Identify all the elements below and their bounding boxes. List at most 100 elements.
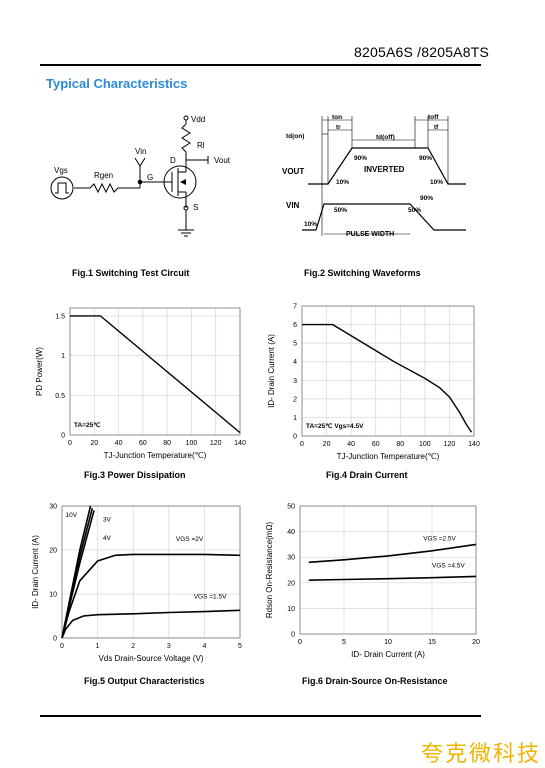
series-label: VGS =2.5V [423, 536, 456, 543]
y-tick-label: 20 [49, 548, 57, 555]
fig2-label-10a: 10% [336, 179, 349, 186]
x-tick-label: 60 [139, 440, 147, 447]
series-line-0 [70, 315, 241, 434]
series-label: 4V [103, 535, 112, 542]
fig2-label-tdoff: td(off) [376, 134, 395, 141]
chart-annotation: TA=25℃ Vgs=4.5V [306, 422, 364, 430]
part-number-header: 8205A6S /8205A8TS [354, 44, 489, 60]
y-axis-label: ID- Drain Current (A) [267, 334, 276, 408]
fig2-label-50b: 50% [408, 207, 421, 214]
y-axis-label: ID- Drain Current (A) [31, 535, 40, 609]
y-tick-label: 20 [287, 580, 295, 587]
x-tick-label: 140 [234, 440, 246, 447]
fig3-caption: Fig.3 Power Dissipation [84, 470, 186, 480]
series-line-2 [61, 507, 94, 639]
x-tick-label: 1 [96, 643, 100, 650]
drain-current-chart: 0 20 40 60 80 100 120 140 0 1 2 3 4 5 6 7 TJ-Junction Te… [267, 304, 480, 462]
fig2-label-ton: ton [332, 114, 342, 121]
x-tick-label: 20 [323, 441, 331, 448]
fig2-label-toff: toff [428, 114, 439, 121]
chart-annotation: TA=25℃ [74, 421, 101, 429]
x-tick-label: 60 [372, 441, 380, 448]
fig6-caption: Fig.6 Drain-Source On-Resistance [302, 676, 448, 686]
series-line-4 [61, 609, 241, 639]
y-tick-label: 1.5 [55, 313, 65, 320]
section-title: Typical Characteristics [46, 76, 188, 91]
x-axis-label: ID- Drain Current (A) [351, 650, 425, 659]
x-tick-label: 0 [68, 440, 72, 447]
plot-frame [299, 505, 477, 635]
series-line-1 [308, 575, 477, 581]
x-tick-label: 2 [131, 643, 135, 650]
y-tick-label: 0 [291, 632, 295, 639]
x-axis-label: TJ-Junction Temperature(℃) [104, 451, 207, 460]
series-label: 3V [103, 516, 112, 523]
fig2-label-10c: 10% [304, 221, 317, 228]
output-characteristics-chart: 0 1 2 3 4 5 0 10 20 30 Vds Drain-Source Voltage (V… [31, 504, 242, 664]
y-tick-label: 1 [293, 415, 297, 422]
fig2-label-tdon: td(on) [286, 133, 304, 140]
fig2-label-tf: tf [434, 124, 439, 131]
company-watermark: 夸克微科技 [420, 742, 541, 767]
y-tick-label: 1 [61, 353, 65, 360]
series-label: VGS =1.5V [194, 593, 227, 600]
x-tick-label: 15 [428, 639, 436, 646]
x-tick-label: 20 [90, 440, 98, 447]
fig1-label-d: D [170, 156, 176, 165]
fig2-label-90c: 90% [420, 195, 433, 202]
y-tick-label: 5 [293, 341, 297, 348]
x-tick-label: 140 [468, 441, 480, 448]
fig2-label-pulse-width: PULSE WIDTH [346, 231, 394, 238]
x-tick-label: 5 [238, 643, 242, 650]
x-tick-label: 10 [384, 639, 392, 646]
fig2-label-tr: tr [336, 124, 341, 131]
fig1-label-s: S [193, 203, 198, 212]
y-tick-label: 2 [293, 396, 297, 403]
y-tick-label: 7 [293, 304, 297, 311]
x-tick-label: 0 [300, 441, 304, 448]
y-tick-label: 0 [53, 636, 57, 643]
plot-frame [69, 307, 241, 436]
x-axis-label: TJ-Junction Temperature(℃) [337, 452, 440, 461]
fig2-label-90a: 90% [354, 155, 367, 162]
header-rule [40, 64, 481, 66]
x-tick-label: 40 [347, 441, 355, 448]
fig2-label-50a: 50% [334, 207, 347, 214]
series-label: 10V [66, 512, 78, 519]
fig2-label-inverted: INVERTED [364, 165, 405, 174]
fig1-label-g: G [147, 173, 153, 182]
power-dissipation-chart: 0 20 40 60 80 100 120 140 0 0.5 1 1.5 TJ-Junction Te… [35, 307, 246, 460]
series-line-0 [302, 323, 473, 433]
fig4-caption: Fig.4 Drain Current [326, 470, 408, 480]
x-tick-label: 100 [419, 441, 431, 448]
fig2-label-10b: 10% [430, 179, 443, 186]
x-tick-label: 40 [115, 440, 123, 447]
fig1-label-rl: Rl [197, 141, 205, 150]
y-tick-label: 6 [293, 322, 297, 329]
y-tick-label: 0.5 [55, 393, 65, 400]
y-tick-label: 0 [61, 433, 65, 440]
y-tick-label: 0 [293, 434, 297, 441]
x-tick-label: 100 [186, 440, 198, 447]
x-tick-label: 120 [210, 440, 222, 447]
plot-frame [61, 505, 241, 639]
y-axis-label: PD Power(W) [35, 347, 44, 396]
fig1-label-vdd: Vdd [191, 115, 205, 124]
x-tick-label: 20 [472, 639, 480, 646]
series-line-0 [308, 543, 477, 564]
fig1-label-vout: Vout [214, 156, 231, 165]
fig1-label-rgen: Rgen [94, 171, 113, 180]
x-tick-label: 0 [60, 643, 64, 650]
y-axis-label: Rdson On-Resistance(mΩ) [265, 522, 274, 619]
y-tick-label: 40 [287, 529, 295, 536]
switching-test-circuit: Vdd Rl Vin Vout D Vgs Rgen G S [50, 115, 231, 237]
series-label: VGS =4.5V [432, 562, 465, 569]
y-tick-label: 10 [49, 592, 57, 599]
y-tick-label: 10 [287, 606, 295, 613]
y-tick-label: 4 [293, 359, 297, 366]
fig1-label-vgs: Vgs [54, 166, 68, 175]
fig5-caption: Fig.5 Output Characteristics [84, 676, 205, 686]
x-tick-label: 5 [342, 639, 346, 646]
footer-rule [40, 715, 481, 717]
y-tick-label: 50 [287, 504, 295, 511]
